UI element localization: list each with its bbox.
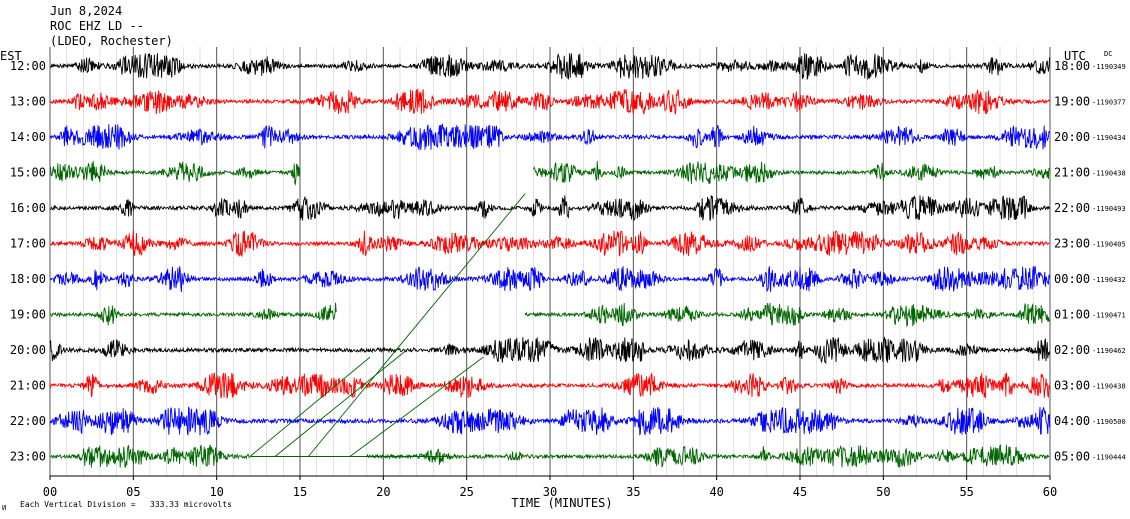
chart-date: Jun 8,2024 <box>50 4 122 18</box>
x-axis-title: TIME (MINUTES) <box>511 496 612 510</box>
x-tick-label: 35 <box>626 485 640 499</box>
x-tick-label: 50 <box>876 485 890 499</box>
utc-hour-label: 22:00 <box>1054 201 1090 215</box>
dc-label: DC <box>1104 50 1112 58</box>
est-hour-label: 12:00 <box>10 59 46 73</box>
dc-offset-label: -1190444 <box>1092 454 1126 462</box>
dc-offset-label: -1190438 <box>1092 383 1126 391</box>
est-hour-label: 23:00 <box>10 450 46 464</box>
x-tick-label: 40 <box>709 485 723 499</box>
x-tick-label: 25 <box>459 485 473 499</box>
est-hour-label: 20:00 <box>10 343 46 357</box>
x-tick-label: 05 <box>126 485 140 499</box>
x-tick-label: 55 <box>959 485 973 499</box>
left-axis-title: EST <box>0 49 22 63</box>
trace-line <box>49 160 1051 186</box>
est-hour-label: 17:00 <box>10 237 46 251</box>
est-hour-label: 15:00 <box>10 166 46 180</box>
trace-line <box>49 406 1051 436</box>
glitch-line <box>274 349 407 457</box>
utc-hour-label: 18:00 <box>1054 59 1090 73</box>
chart-station: ROC EHZ LD -- <box>50 19 144 33</box>
est-hour-label: 13:00 <box>10 95 46 109</box>
est-hour-label: 18:00 <box>10 272 46 286</box>
utc-hour-label: 21:00 <box>1054 166 1090 180</box>
utc-hour-label: 03:00 <box>1054 379 1090 393</box>
utc-hour-label: 04:00 <box>1054 414 1090 428</box>
dc-offset-label: -1190500 <box>1092 418 1126 426</box>
glitch-line <box>349 356 484 457</box>
trace-layer <box>49 52 1051 468</box>
scale-prefix: Each Vertical Division = <box>20 500 136 509</box>
est-hour-label: 19:00 <box>10 308 46 322</box>
glitch-line <box>307 193 526 457</box>
glitch-layer <box>249 193 526 457</box>
dc-offset-label: -1190434 <box>1092 134 1126 142</box>
x-tick-label: 00 <box>43 485 57 499</box>
scale-value: 333.33 microvolts <box>150 500 232 509</box>
dc-offset-label: -1190377 <box>1092 99 1126 107</box>
dc-offset-label: -1190462 <box>1092 347 1126 355</box>
dc-offset-label: -1190432 <box>1092 276 1126 284</box>
utc-hour-label: 19:00 <box>1054 95 1090 109</box>
utc-hour-label: 23:00 <box>1054 237 1090 251</box>
utc-hour-label: 05:00 <box>1054 450 1090 464</box>
x-tick-label: 15 <box>293 485 307 499</box>
trace-line <box>50 52 1051 81</box>
utc-hour-label: 02:00 <box>1054 343 1090 357</box>
x-tick-label: 20 <box>376 485 390 499</box>
dc-offset-label: -1190405 <box>1092 241 1126 249</box>
dc-offset-label: -1190471 <box>1092 312 1126 320</box>
trace-line <box>49 372 1051 400</box>
utc-hour-label: 00:00 <box>1054 272 1090 286</box>
est-hour-label: 21:00 <box>10 379 46 393</box>
est-hour-label: 14:00 <box>10 130 46 144</box>
utc-hour-label: 01:00 <box>1054 308 1090 322</box>
trace-line <box>49 444 1050 468</box>
trace-line <box>49 266 1051 293</box>
trace-line <box>50 88 1050 115</box>
dc-offset-label: -1190493 <box>1092 205 1126 213</box>
trace-line <box>49 195 1051 221</box>
utc-hour-label: 20:00 <box>1054 130 1090 144</box>
trace-line <box>49 302 1051 328</box>
trace-line <box>49 123 1051 150</box>
x-tick-label: 10 <box>209 485 223 499</box>
est-hour-label: 16:00 <box>10 201 46 215</box>
dc-offset-label: -1190349 <box>1092 63 1126 71</box>
right-axis-title: UTC <box>1064 49 1086 63</box>
grid-layer <box>49 47 1051 477</box>
corner-mark: И <box>2 504 6 512</box>
x-tick-label: 60 <box>1043 485 1057 499</box>
chart-network: (LDEO, Rochester) <box>50 34 173 48</box>
trace-line <box>49 336 1051 364</box>
dc-offset-label: -1190438 <box>1092 170 1126 178</box>
est-hour-label: 22:00 <box>10 414 46 428</box>
x-tick-label: 45 <box>793 485 807 499</box>
x-tick-label: 30 <box>543 485 557 499</box>
glitch-line <box>249 356 371 457</box>
trace-line <box>49 230 1050 258</box>
